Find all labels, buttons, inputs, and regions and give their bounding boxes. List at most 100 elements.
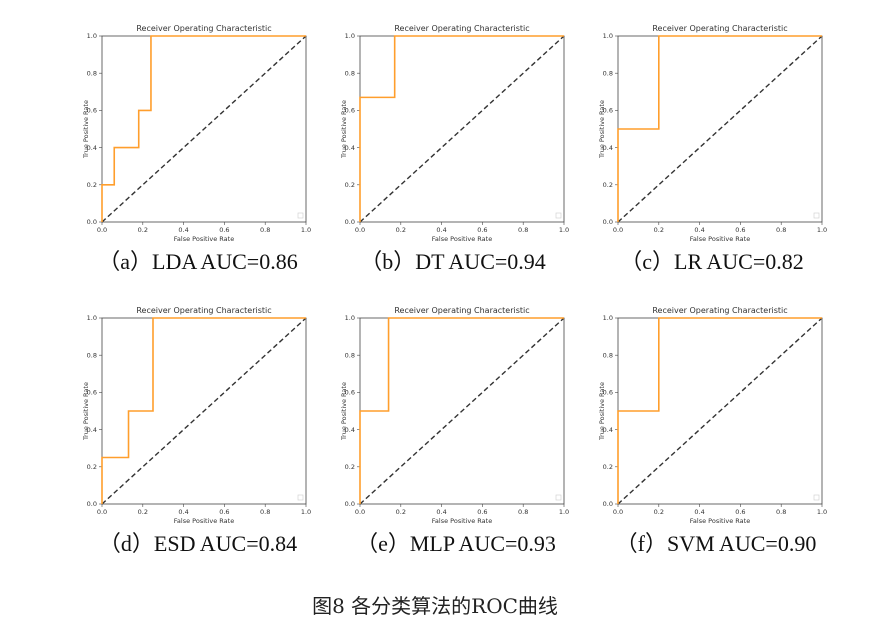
y-tick-label: 0.4 <box>603 144 613 152</box>
x-axis-label: False Positive Rate <box>174 517 234 525</box>
roc-curve <box>359 35 564 222</box>
y-tick-label: 0.8 <box>345 351 355 359</box>
y-tick-label: 0.0 <box>87 500 97 508</box>
x-axis-label: False Positive Rate <box>174 235 234 243</box>
x-tick-label: 0.6 <box>219 508 229 516</box>
y-tick-label: 0.2 <box>603 463 613 471</box>
plot-title: Receiver Operating Characteristic <box>136 306 271 315</box>
x-tick-label: 0.6 <box>735 508 745 516</box>
y-axis-label: True Positive Rate <box>82 100 90 159</box>
plot-title: Receiver Operating Characteristic <box>136 24 271 33</box>
y-tick-label: 0.2 <box>87 181 97 189</box>
y-tick-label: 0.6 <box>345 107 355 115</box>
x-tick-label: 1.0 <box>301 508 311 516</box>
y-tick-label: 0.4 <box>603 426 613 434</box>
y-tick-label: 1.0 <box>345 32 355 40</box>
y-axis-label: True Positive Rate <box>598 100 606 159</box>
y-tick-label: 1.0 <box>87 32 97 40</box>
x-tick-label: 1.0 <box>817 508 827 516</box>
y-tick-label: 0.6 <box>603 389 613 397</box>
x-axis-label: False Positive Rate <box>432 235 492 243</box>
y-axis-label: True Positive Rate <box>598 382 606 441</box>
chance-diagonal <box>359 35 565 223</box>
y-tick-label: 0.8 <box>87 351 97 359</box>
x-tick-label: 0.0 <box>355 508 365 516</box>
y-tick-label: 0.0 <box>603 500 613 508</box>
x-axis-label: False Positive Rate <box>690 517 750 525</box>
x-tick-label: 1.0 <box>559 226 569 234</box>
y-tick-label: 1.0 <box>603 314 613 322</box>
x-tick-label: 0.8 <box>260 226 270 234</box>
y-tick-label: 0.2 <box>345 181 355 189</box>
x-tick-label: 0.0 <box>97 226 107 234</box>
x-tick-label: 0.8 <box>518 226 528 234</box>
x-tick-label: 0.4 <box>178 508 188 516</box>
x-tick-label: 0.0 <box>613 226 623 234</box>
y-tick-label: 1.0 <box>603 32 613 40</box>
y-tick-label: 0.0 <box>603 218 613 226</box>
x-tick-label: 0.6 <box>477 226 487 234</box>
chance-diagonal <box>101 35 307 223</box>
x-tick-label: 0.4 <box>694 226 704 234</box>
roc-curve <box>617 317 822 504</box>
y-tick-label: 0.2 <box>87 463 97 471</box>
x-tick-label: 0.0 <box>613 508 623 516</box>
x-tick-label: 0.4 <box>436 226 446 234</box>
subplot-caption: （f）SVM AUC=0.90 <box>615 531 817 556</box>
x-tick-label: 0.6 <box>477 508 487 516</box>
y-tick-label: 0.0 <box>345 218 355 226</box>
x-tick-label: 0.2 <box>138 226 148 234</box>
subplot-caption: （d）ESD AUC=0.84 <box>98 531 298 556</box>
x-axis-label: False Positive Rate <box>432 517 492 525</box>
y-tick-label: 0.4 <box>345 144 355 152</box>
x-tick-label: 0.2 <box>396 508 406 516</box>
y-tick-label: 0.4 <box>345 426 355 434</box>
plot-title: Receiver Operating Characteristic <box>394 24 529 33</box>
y-tick-label: 0.6 <box>87 389 97 397</box>
y-tick-label: 1.0 <box>87 314 97 322</box>
subplot-caption: （a）LDA AUC=0.86 <box>98 249 298 274</box>
x-tick-label: 0.4 <box>436 508 446 516</box>
y-axis-label: True Positive Rate <box>340 382 348 441</box>
chance-diagonal <box>359 317 565 505</box>
x-tick-label: 0.8 <box>518 508 528 516</box>
chance-diagonal <box>101 317 307 505</box>
plot-title: Receiver Operating Characteristic <box>652 24 787 33</box>
y-tick-label: 0.8 <box>603 69 613 77</box>
y-axis-label: True Positive Rate <box>82 382 90 441</box>
y-tick-label: 0.6 <box>87 107 97 115</box>
x-tick-label: 0.2 <box>654 226 664 234</box>
y-tick-label: 0.6 <box>603 107 613 115</box>
x-tick-label: 0.8 <box>776 226 786 234</box>
y-tick-label: 0.8 <box>345 69 355 77</box>
x-tick-label: 1.0 <box>301 226 311 234</box>
chance-diagonal <box>617 317 823 505</box>
x-tick-label: 1.0 <box>559 508 569 516</box>
y-tick-label: 0.8 <box>603 351 613 359</box>
plot-title: Receiver Operating Characteristic <box>394 306 529 315</box>
y-tick-label: 0.0 <box>87 218 97 226</box>
x-tick-label: 0.6 <box>219 226 229 234</box>
x-tick-label: 0.8 <box>260 508 270 516</box>
subplot-caption: （b）DT AUC=0.94 <box>360 249 546 274</box>
subplot-caption: （c）LR AUC=0.82 <box>620 249 804 274</box>
y-axis-label: True Positive Rate <box>340 100 348 159</box>
y-tick-label: 0.6 <box>345 389 355 397</box>
subplot-caption: （e）MLP AUC=0.93 <box>356 531 556 556</box>
y-tick-label: 1.0 <box>345 314 355 322</box>
y-tick-label: 0.4 <box>87 144 97 152</box>
x-tick-label: 0.4 <box>694 508 704 516</box>
x-tick-label: 1.0 <box>817 226 827 234</box>
y-tick-label: 0.4 <box>87 426 97 434</box>
x-axis-label: False Positive Rate <box>690 235 750 243</box>
legend-box <box>555 212 562 219</box>
y-tick-label: 0.2 <box>345 463 355 471</box>
y-tick-label: 0.8 <box>87 69 97 77</box>
